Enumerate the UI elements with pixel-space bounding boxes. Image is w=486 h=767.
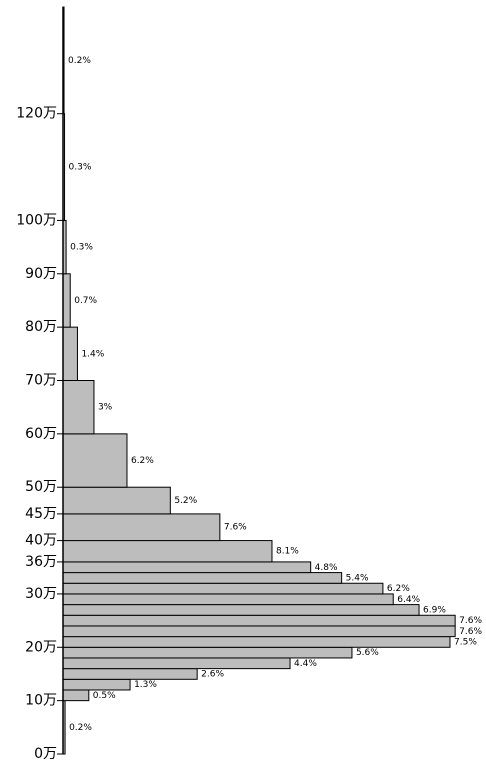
bar [62, 657, 291, 670]
y-tick-label: 60万 [25, 426, 57, 442]
y-tick-label: 100万 [16, 212, 57, 228]
value-label: 4.8% [315, 563, 338, 573]
value-label: 2.6% [201, 669, 224, 679]
y-tick-label: 40万 [25, 533, 57, 549]
bar [62, 668, 198, 680]
y-tick-label: 30万 [25, 586, 57, 602]
bar [62, 582, 384, 595]
bar [62, 486, 171, 515]
value-label: 0.2% [69, 723, 92, 733]
value-label: 6.4% [397, 595, 420, 605]
bar [62, 273, 71, 328]
value-label: 0.3% [69, 163, 92, 173]
bar [62, 593, 394, 606]
value-label: 7.6% [459, 627, 482, 637]
y-tick-label: 120万 [16, 106, 57, 122]
bar [62, 614, 456, 627]
value-label: 1.4% [81, 349, 104, 359]
bar [62, 646, 353, 659]
bar [62, 326, 78, 381]
value-label: 7.6% [224, 523, 247, 533]
bar [62, 604, 420, 616]
value-label: 1.3% [134, 680, 157, 690]
bar [62, 561, 312, 574]
bar [62, 380, 95, 435]
bar [62, 636, 451, 648]
y-tick-label: 10万 [25, 693, 57, 709]
value-label: 0.7% [74, 296, 97, 306]
y-tick-label: 20万 [25, 639, 57, 655]
y-tick-label: 45万 [25, 506, 57, 522]
value-label: 5.6% [356, 648, 379, 658]
value-label: 0.5% [93, 691, 116, 701]
y-tick-label: 50万 [25, 479, 57, 495]
bar [62, 513, 221, 542]
value-label: 7.6% [459, 616, 482, 626]
y-tick-label: 80万 [25, 319, 57, 335]
value-label: 6.2% [387, 584, 410, 594]
value-label: 0.2% [68, 56, 91, 66]
value-label: 3% [98, 403, 113, 413]
y-tick-label: 90万 [25, 266, 57, 282]
bar [62, 540, 273, 563]
value-label: 4.4% [294, 659, 317, 669]
value-label: 8.1% [276, 547, 299, 557]
value-label: 5.2% [174, 496, 197, 506]
bar [62, 572, 343, 584]
bar [62, 678, 131, 691]
bar [62, 689, 90, 702]
y-tick-label: 0万 [34, 746, 57, 762]
value-label: 5.4% [346, 573, 369, 583]
value-label: 6.2% [131, 456, 154, 466]
value-label: 7.5% [454, 637, 477, 647]
y-tick-label: 70万 [25, 373, 57, 389]
bar [62, 433, 128, 488]
y-tick-label: 36万 [25, 554, 57, 570]
value-label: 0.3% [70, 243, 93, 253]
bar [62, 625, 456, 638]
value-label: 6.9% [423, 605, 446, 615]
